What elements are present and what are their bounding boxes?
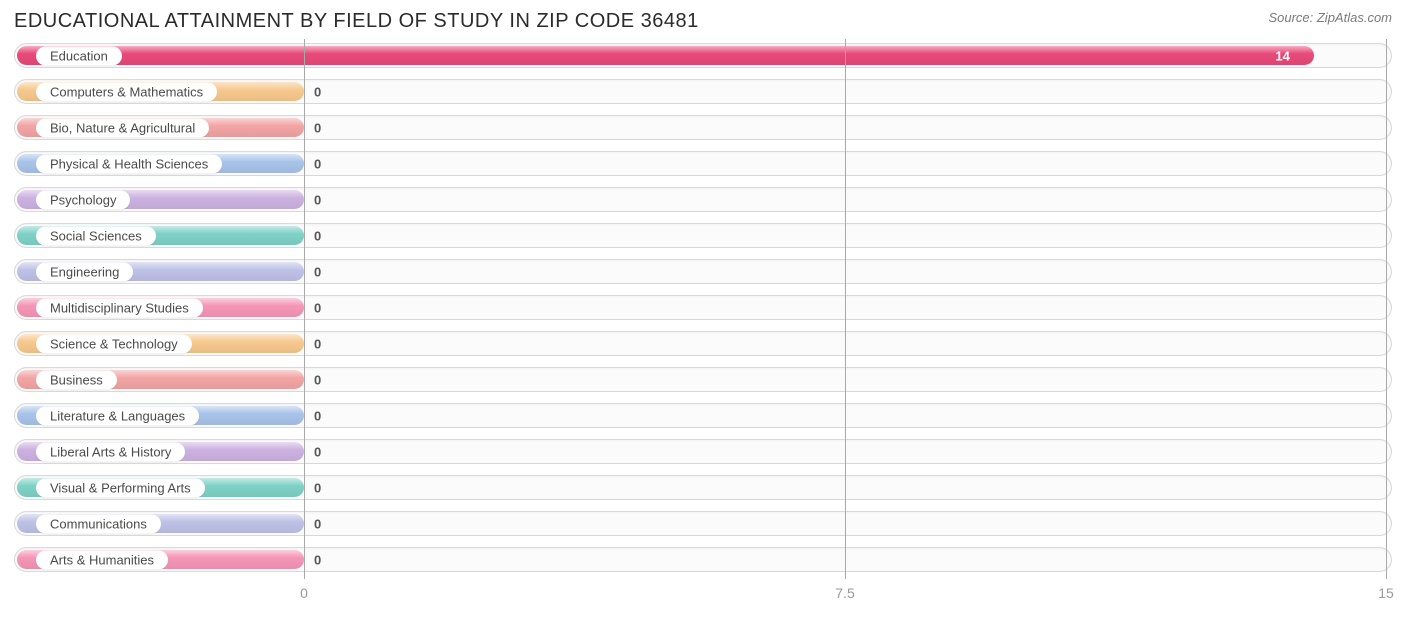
- bar-value: 0: [314, 552, 321, 567]
- bar-value: 0: [314, 444, 321, 459]
- category-label-pill: Arts & Humanities: [36, 550, 168, 569]
- bar-value: 0: [314, 228, 321, 243]
- category-label-pill: Science & Technology: [36, 334, 192, 353]
- gridline: [304, 39, 305, 579]
- bar-value: 0: [314, 264, 321, 279]
- bar-row: Physical & Health Sciences 0: [14, 147, 1392, 180]
- category-label-pill: Engineering: [36, 262, 133, 281]
- bar-value: 0: [314, 156, 321, 171]
- bar-row: Arts & Humanities 0: [14, 543, 1392, 576]
- category-label-pill: Computers & Mathematics: [36, 82, 217, 101]
- bar-row: Psychology 0: [14, 183, 1392, 216]
- bar-value: 0: [314, 480, 321, 495]
- bar-row: Bio, Nature & Agricultural 0: [14, 111, 1392, 144]
- gridline: [845, 39, 846, 579]
- bar-value: 0: [314, 408, 321, 423]
- category-label-pill: Bio, Nature & Agricultural: [36, 118, 209, 137]
- bar-fill: [17, 46, 1314, 65]
- category-label-pill: Visual & Performing Arts: [36, 478, 205, 497]
- category-label-pill: Literature & Languages: [36, 406, 199, 425]
- bar-value: 14: [1275, 48, 1289, 63]
- bar-value: 0: [314, 300, 321, 315]
- bar-row: Literature & Languages 0: [14, 399, 1392, 432]
- category-label-pill: Liberal Arts & History: [36, 442, 185, 461]
- bar-row: Business 0: [14, 363, 1392, 396]
- bar-row: Engineering 0: [14, 255, 1392, 288]
- bar-row: Multidisciplinary Studies 0: [14, 291, 1392, 324]
- bar-row: Communications 0: [14, 507, 1392, 540]
- category-label-pill: Education: [36, 46, 122, 65]
- category-label-pill: Business: [36, 370, 117, 389]
- bar-row: Computers & Mathematics 0: [14, 75, 1392, 108]
- x-axis: 0 7.5 15: [14, 579, 1392, 607]
- category-label-pill: Social Sciences: [36, 226, 156, 245]
- bar-value: 0: [314, 336, 321, 351]
- bar-row: Liberal Arts & History 0: [14, 435, 1392, 468]
- bar-value: 0: [314, 84, 321, 99]
- x-tick-label: 7.5: [835, 585, 854, 601]
- bar-value: 0: [314, 120, 321, 135]
- chart-title: EDUCATIONAL ATTAINMENT BY FIELD OF STUDY…: [14, 10, 699, 33]
- category-label-pill: Communications: [36, 514, 161, 533]
- gridline: [1386, 39, 1387, 579]
- bar-row: Science & Technology 0: [14, 327, 1392, 360]
- bar-row: Education 14: [14, 39, 1392, 72]
- x-tick-label: 15: [1378, 585, 1394, 601]
- bar-value: 0: [314, 372, 321, 387]
- category-label-pill: Physical & Health Sciences: [36, 154, 222, 173]
- chart-source: Source: ZipAtlas.com: [1268, 10, 1392, 25]
- bar-value: 0: [314, 516, 321, 531]
- bar-chart: Education14Computers & Mathematics0Bio, …: [14, 39, 1392, 607]
- bar-value: 0: [314, 192, 321, 207]
- bar-row: Social Sciences 0: [14, 219, 1392, 252]
- category-label-pill: Multidisciplinary Studies: [36, 298, 203, 317]
- bar-row: Visual & Performing Arts 0: [14, 471, 1392, 504]
- category-label-pill: Psychology: [36, 190, 130, 209]
- x-tick-label: 0: [300, 585, 308, 601]
